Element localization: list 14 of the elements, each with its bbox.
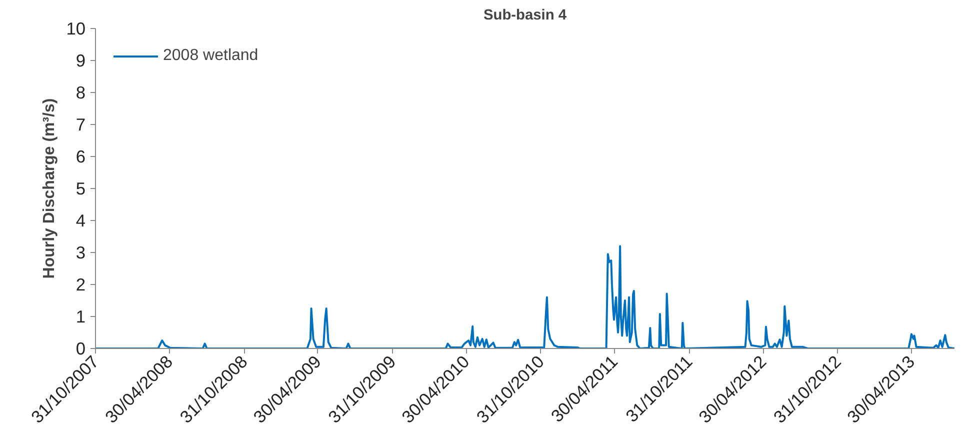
y-axis-title: Hourly Discharge (m³/s) bbox=[41, 98, 58, 279]
y-tick-label: 8 bbox=[76, 82, 86, 102]
y-tick-label: 5 bbox=[76, 178, 86, 198]
y-tick-label: 7 bbox=[76, 114, 86, 134]
legend-label: 2008 wetland bbox=[163, 47, 258, 65]
y-tick-label: 2 bbox=[76, 274, 86, 294]
y-tick-label: 1 bbox=[76, 306, 86, 326]
y-tick-label: 10 bbox=[66, 18, 86, 38]
y-tick-label: 4 bbox=[76, 210, 86, 230]
y-tick-label: 6 bbox=[76, 146, 86, 166]
y-tick-label: 9 bbox=[76, 50, 86, 70]
y-tick-label: 3 bbox=[76, 242, 86, 262]
y-tick-label: 0 bbox=[76, 338, 86, 358]
chart-title: Sub-basin 4 bbox=[483, 8, 568, 24]
